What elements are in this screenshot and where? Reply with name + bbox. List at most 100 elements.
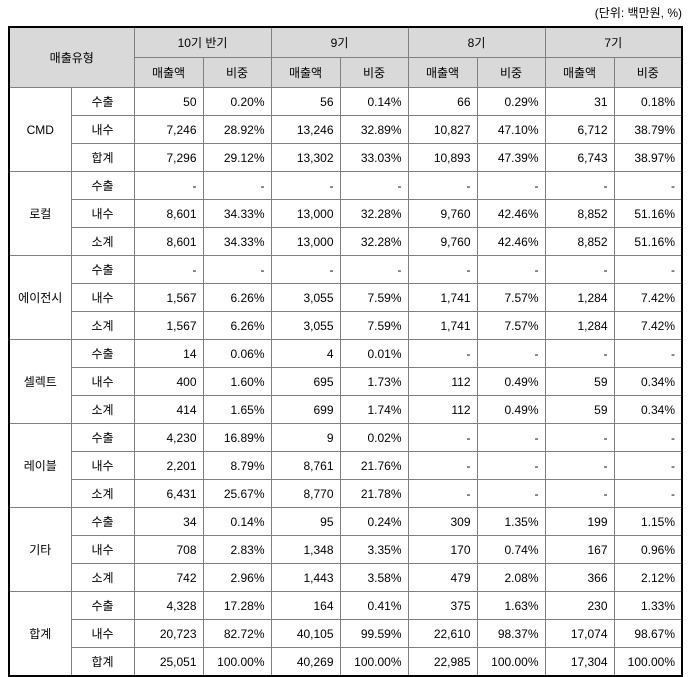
- value-cell: 6,431: [133, 479, 204, 508]
- group-label-cell: 로컬: [8, 171, 72, 256]
- row-type-cell: 내수: [70, 535, 135, 564]
- value-cell: 699: [270, 395, 341, 424]
- table-row: 레이블 수출 4,230 16.89% 9 0.02% - - - -: [8, 423, 683, 508]
- value-cell: 7.57%: [476, 283, 546, 312]
- row-type-cell: 소계: [70, 395, 135, 424]
- value-cell: 164: [270, 591, 341, 620]
- value-cell: 112: [407, 395, 478, 424]
- value-cell: 51.16%: [613, 227, 683, 256]
- value-cell: 50: [133, 87, 204, 116]
- value-cell: 13,000: [270, 199, 341, 228]
- value-cell: 1,284: [544, 283, 615, 312]
- value-cell: 708: [133, 535, 204, 564]
- value-cell: 6.26%: [202, 311, 272, 340]
- value-cell: 42.46%: [476, 199, 546, 228]
- value-cell: 22,610: [407, 619, 478, 648]
- row-type-cell: 수출: [70, 171, 135, 200]
- value-cell: -: [613, 479, 683, 508]
- row-type-cell: 수출: [70, 255, 135, 284]
- value-cell: 4,230: [133, 423, 204, 452]
- value-cell: 230: [544, 591, 615, 620]
- row-type-cell: 내수: [70, 367, 135, 396]
- value-cell: 25,051: [133, 647, 204, 677]
- value-cell: -: [613, 255, 683, 284]
- sales-by-type-table: 매출유형 10기 반기 9기 8기 7기 매출액 비중 매출액 비중 매출액 비…: [8, 26, 684, 677]
- value-cell: 99.59%: [339, 619, 409, 648]
- table-row: 소계 414 1.65% 699 1.74% 112 0.49% 59 0.34%: [9, 395, 683, 424]
- row-type-cell: 소계: [70, 311, 135, 340]
- value-cell: 1.65%: [202, 395, 272, 424]
- value-cell: 31: [544, 87, 615, 116]
- value-cell: -: [613, 423, 683, 452]
- group-label-cell: CMD: [8, 87, 72, 172]
- period-header-cell: 8기: [407, 26, 546, 58]
- value-cell: 1.35%: [476, 507, 546, 536]
- value-cell: -: [544, 255, 615, 284]
- row-type-cell: 소계: [70, 479, 135, 508]
- row-type-cell: 내수: [70, 115, 135, 144]
- value-cell: 42.46%: [476, 227, 546, 256]
- table-row: 합계 25,051 100.00% 40,269 100.00% 22,985 100.00…: [9, 647, 683, 677]
- value-cell: 199: [544, 507, 615, 536]
- subheader-cell: 매출액: [544, 57, 615, 88]
- value-cell: -: [407, 171, 478, 200]
- row-type-cell: 내수: [70, 619, 135, 648]
- value-cell: 10,893: [407, 143, 478, 172]
- value-cell: 2,201: [133, 451, 204, 480]
- row-type-cell: 수출: [70, 507, 135, 536]
- value-cell: 13,000: [270, 227, 341, 256]
- table-row: 소계 6,431 25.67% 8,770 21.78% - - - -: [9, 479, 683, 508]
- value-cell: 366: [544, 563, 615, 592]
- value-cell: 2.96%: [202, 563, 272, 592]
- value-cell: 112: [407, 367, 478, 396]
- value-cell: 3.58%: [339, 563, 409, 592]
- value-cell: 9,760: [407, 227, 478, 256]
- value-cell: 40,269: [270, 647, 341, 677]
- value-cell: 1,443: [270, 563, 341, 592]
- value-cell: 8,601: [133, 227, 204, 256]
- value-cell: 0.34%: [613, 395, 683, 424]
- value-cell: -: [544, 339, 615, 368]
- value-cell: 1,348: [270, 535, 341, 564]
- value-cell: -: [339, 255, 409, 284]
- value-cell: -: [476, 451, 546, 480]
- value-cell: 17.28%: [202, 591, 272, 620]
- value-cell: 3.35%: [339, 535, 409, 564]
- value-cell: -: [407, 451, 478, 480]
- table-row: 내수 7,246 28.92% 13,246 32.89% 10,827 47.10% 6,7…: [9, 115, 683, 144]
- row-type-cell: 합계: [70, 647, 135, 677]
- value-cell: 20,723: [133, 619, 204, 648]
- value-cell: 1.63%: [476, 591, 546, 620]
- value-cell: -: [476, 255, 546, 284]
- value-cell: 8.79%: [202, 451, 272, 480]
- value-cell: 0.49%: [476, 367, 546, 396]
- value-cell: 56: [270, 87, 341, 116]
- value-cell: 6.26%: [202, 283, 272, 312]
- table-row: 로컬 수출 - - - - - - - -: [8, 171, 683, 256]
- value-cell: 742: [133, 563, 204, 592]
- table-row: 기타 수출 34 0.14% 95 0.24% 309 1.35% 199 1.15%: [8, 507, 683, 592]
- value-cell: -: [133, 255, 204, 284]
- value-cell: -: [202, 255, 272, 284]
- value-cell: -: [133, 171, 204, 200]
- value-cell: 100.00%: [339, 647, 409, 677]
- value-cell: 95: [270, 507, 341, 536]
- value-cell: 0.24%: [339, 507, 409, 536]
- value-cell: 98.67%: [613, 619, 683, 648]
- value-cell: 1,741: [407, 283, 478, 312]
- period-header-cell: 9기: [270, 26, 409, 58]
- value-cell: 10,827: [407, 115, 478, 144]
- value-cell: -: [202, 171, 272, 200]
- value-cell: 4: [270, 339, 341, 368]
- group-label-cell: 셀렉트: [8, 339, 72, 424]
- table-row: 소계 1,567 6.26% 3,055 7.59% 1,741 7.57% 1,284 7.4…: [9, 311, 683, 340]
- value-cell: -: [476, 423, 546, 452]
- value-cell: 13,246: [270, 115, 341, 144]
- value-cell: 0.18%: [613, 87, 683, 116]
- value-cell: 9,760: [407, 199, 478, 228]
- value-cell: 170: [407, 535, 478, 564]
- value-cell: -: [407, 479, 478, 508]
- value-cell: 8,601: [133, 199, 204, 228]
- table-row: 내수 400 1.60% 695 1.73% 112 0.49% 59 0.34%: [9, 367, 683, 396]
- subheader-cell: 매출액: [133, 57, 204, 88]
